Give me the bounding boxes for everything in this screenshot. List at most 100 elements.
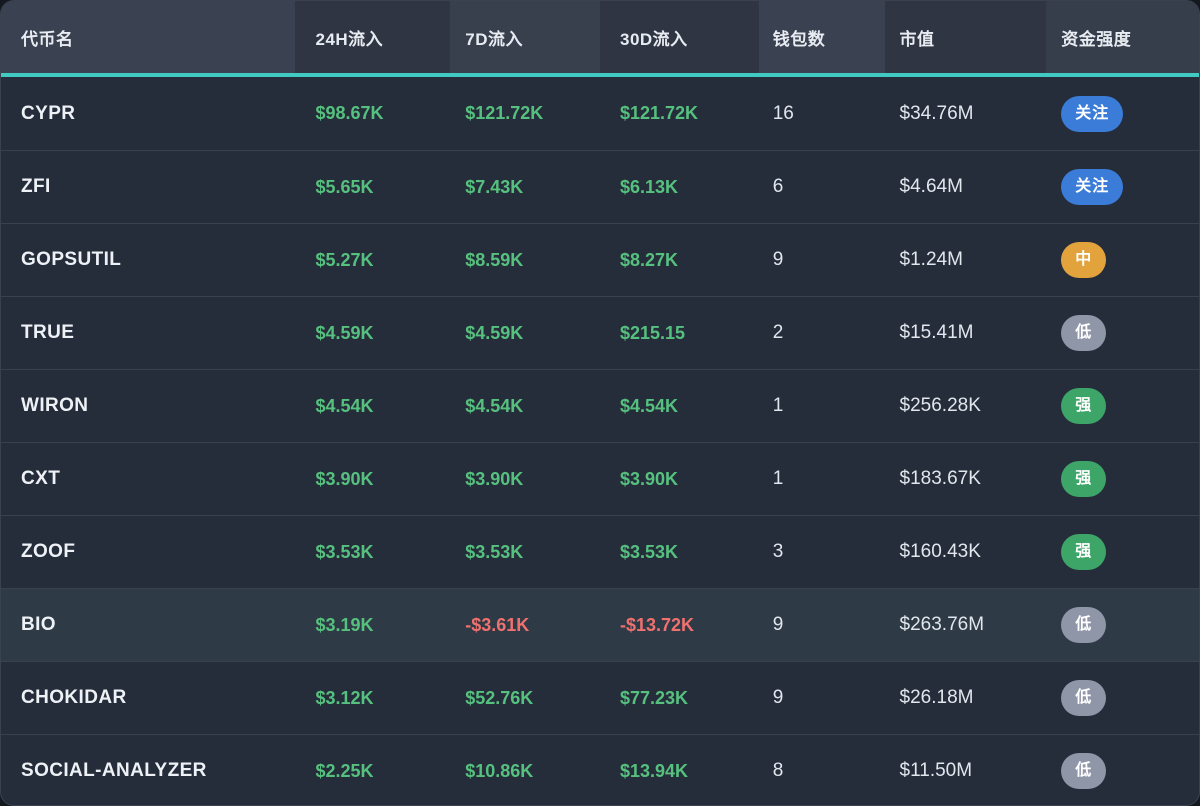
table-cell: $3.53K — [450, 542, 600, 563]
table-row[interactable]: CHOKIDAR $3.12K $52.76K $77.23K 9 $26.18M 低 — [1, 661, 1199, 734]
fund-strength-badge: 强 — [1061, 461, 1107, 497]
table-cell: 16 — [759, 103, 885, 125]
inflow-7d-value: $3.53K — [465, 541, 524, 562]
table-header: 代币名 24H流入 7D流入 30D流入 钱包数 市值 资金强度 — [1, 1, 1199, 77]
inflow-7d-value: $4.59K — [465, 322, 524, 343]
column-header-market-cap[interactable]: 市值 — [884, 1, 1047, 73]
table-cell: 9 — [759, 614, 885, 636]
column-header-label: 代币名 — [21, 29, 74, 49]
fund-strength-badge: 强 — [1061, 534, 1107, 570]
column-header-7d-inflow[interactable]: 7D流入 — [450, 1, 600, 73]
table-cell: $77.23K — [600, 688, 759, 709]
table-cell: $3.90K — [600, 469, 759, 490]
table-cell: 强 — [1046, 388, 1199, 424]
token-name: ZFI — [21, 176, 51, 197]
table-row[interactable]: GOPSUTIL $5.27K $8.59K $8.27K 9 $1.24M 中 — [1, 223, 1199, 296]
token-name: CXT — [21, 468, 61, 489]
inflow-30d-value: $13.94K — [619, 760, 689, 781]
table-cell: $4.59K — [450, 323, 600, 344]
table-cell: BIO — [1, 614, 295, 636]
table-cell: $34.76M — [885, 103, 1047, 125]
inflow-30d-value: -$13.72K — [619, 614, 695, 635]
token-name: BIO — [21, 614, 56, 635]
wallet-count: 1 — [772, 468, 784, 489]
table-cell: $2.25K — [295, 761, 450, 782]
market-cap-value: $160.43K — [899, 541, 981, 562]
table-cell: ZOOF — [1, 541, 295, 563]
inflow-24h-value: $98.67K — [315, 103, 384, 123]
inflow-7d-value: $3.90K — [465, 468, 524, 489]
table-cell: $4.54K — [450, 396, 600, 417]
inflow-24h-value: $3.90K — [315, 468, 374, 489]
fund-strength-badge: 低 — [1061, 607, 1107, 643]
inflow-24h-value: $4.54K — [315, 395, 374, 416]
table-row[interactable]: CXT $3.90K $3.90K $3.90K 1 $183.67K 强 — [1, 442, 1199, 515]
inflow-30d-value: $215.15 — [619, 322, 686, 343]
token-name: CHOKIDAR — [21, 687, 127, 708]
table-cell: $4.59K — [295, 323, 450, 344]
table-cell: -$3.61K — [450, 615, 600, 636]
table-cell: 低 — [1046, 607, 1199, 643]
fund-strength-badge: 关注 — [1061, 169, 1124, 205]
inflow-7d-value: $8.59K — [465, 249, 524, 270]
table-cell: TRUE — [1, 322, 295, 344]
table-row[interactable]: WIRON $4.54K $4.54K $4.54K 1 $256.28K 强 — [1, 369, 1199, 442]
table-cell: 关注 — [1046, 95, 1199, 132]
wallet-count: 9 — [772, 249, 784, 270]
table-cell: 中 — [1046, 242, 1199, 278]
market-cap-value: $34.76M — [899, 102, 974, 124]
table-cell: $4.64M — [885, 176, 1047, 198]
table-cell: WIRON — [1, 395, 295, 417]
market-cap-value: $15.41M — [899, 322, 974, 343]
table-row[interactable]: CYPR $98.67K $121.72K $121.72K 16 $34.76M 关注 — [1, 77, 1199, 150]
fund-strength-badge: 低 — [1061, 680, 1107, 716]
inflow-24h-value: $5.27K — [315, 249, 374, 270]
inflow-30d-value: $4.54K — [619, 395, 679, 416]
table-cell: $11.50M — [885, 760, 1047, 782]
token-name: TRUE — [21, 322, 75, 343]
table-cell: $3.19K — [295, 615, 450, 636]
fund-strength-badge: 关注 — [1061, 95, 1124, 132]
token-name: CYPR — [21, 102, 76, 124]
table-cell: 1 — [759, 468, 885, 490]
table-cell: 1 — [759, 395, 885, 417]
table-cell: $3.90K — [450, 469, 600, 490]
wallet-count: 16 — [772, 102, 794, 124]
table-row[interactable]: ZFI $5.65K $7.43K $6.13K 6 $4.64M 关注 — [1, 150, 1199, 223]
table-cell: 9 — [759, 687, 885, 709]
table-cell: 强 — [1046, 534, 1199, 570]
inflow-24h-value: $5.65K — [315, 176, 374, 197]
table-row[interactable]: BIO $3.19K -$3.61K -$13.72K 9 $263.76M 低 — [1, 588, 1199, 661]
wallet-count: 3 — [772, 541, 784, 562]
table-cell: $15.41M — [885, 322, 1047, 344]
column-header-24h-inflow[interactable]: 24H流入 — [295, 1, 451, 73]
table-cell: $160.43K — [885, 541, 1047, 563]
token-name: GOPSUTIL — [21, 249, 122, 270]
column-header-label: 30D流入 — [619, 29, 688, 49]
market-cap-value: $26.18M — [899, 687, 974, 708]
fund-strength-badge: 低 — [1061, 753, 1107, 789]
column-header-label: 市值 — [899, 29, 935, 49]
market-cap-value: $4.64M — [899, 176, 963, 197]
table-cell: $6.13K — [600, 177, 759, 198]
table-cell: 8 — [759, 760, 885, 782]
market-cap-value: $11.50M — [899, 760, 973, 781]
table-cell: $121.72K — [450, 103, 600, 124]
fund-strength-badge: 低 — [1061, 315, 1107, 351]
column-header-30d-inflow[interactable]: 30D流入 — [599, 1, 759, 73]
table-row[interactable]: TRUE $4.59K $4.59K $215.15 2 $15.41M 低 — [1, 296, 1199, 369]
table-cell: $183.67K — [885, 468, 1047, 490]
inflow-7d-value: $4.54K — [465, 395, 524, 416]
table-row[interactable]: SOCIAL-ANALYZER $2.25K $10.86K $13.94K 8 $11.… — [1, 734, 1199, 805]
column-header-wallet-count[interactable]: 钱包数 — [758, 1, 885, 73]
table-cell: $256.28K — [885, 395, 1047, 417]
market-cap-value: $183.67K — [899, 468, 981, 489]
column-header-fund-strength[interactable]: 资金强度 — [1046, 1, 1199, 73]
table-row[interactable]: ZOOF $3.53K $3.53K $3.53K 3 $160.43K 强 — [1, 515, 1199, 588]
table-cell: 低 — [1046, 753, 1199, 789]
table-cell: $26.18M — [885, 687, 1047, 709]
column-header-token-name[interactable]: 代币名 — [1, 1, 296, 73]
column-header-label: 钱包数 — [772, 29, 826, 49]
table-cell: CYPR — [1, 103, 295, 125]
table-cell: $7.43K — [450, 177, 600, 198]
